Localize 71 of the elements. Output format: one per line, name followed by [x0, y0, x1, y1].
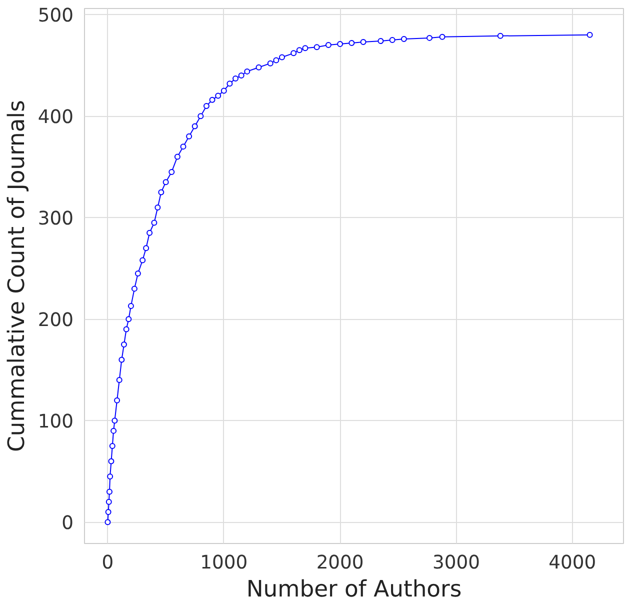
y-tick-label: 400	[38, 107, 74, 128]
point	[106, 498, 112, 505]
point	[586, 32, 593, 38]
y-tick-label: 0	[62, 513, 74, 534]
point	[107, 474, 114, 480]
point	[337, 41, 344, 48]
point	[244, 68, 250, 74]
point	[106, 488, 112, 495]
x-tick-label: 0	[102, 552, 114, 574]
point	[109, 443, 116, 450]
point	[126, 316, 132, 322]
point	[134, 270, 141, 276]
point	[220, 88, 227, 94]
point	[232, 76, 239, 82]
point	[497, 32, 504, 39]
point	[108, 458, 114, 464]
point	[146, 230, 153, 236]
point	[426, 34, 433, 41]
point	[154, 204, 161, 210]
point	[143, 245, 150, 252]
point	[131, 286, 138, 292]
point	[120, 342, 127, 348]
point	[302, 45, 308, 52]
point	[325, 42, 332, 48]
point	[314, 44, 320, 50]
point	[267, 60, 274, 66]
point	[174, 154, 180, 160]
point	[116, 377, 122, 384]
point	[162, 179, 169, 186]
point	[203, 102, 210, 109]
y-tick-label: 500	[38, 6, 74, 27]
point	[273, 57, 280, 64]
point	[104, 519, 111, 526]
point	[186, 133, 192, 140]
y-tick-label: 200	[38, 310, 74, 332]
point	[389, 36, 396, 43]
x-tick-label: 1000	[200, 552, 248, 574]
point	[151, 220, 158, 226]
point	[110, 428, 117, 434]
x-tick-label: 4000	[548, 552, 596, 574]
point	[192, 123, 198, 130]
point	[348, 40, 355, 46]
point	[105, 509, 112, 516]
point	[180, 144, 186, 150]
point	[158, 189, 164, 196]
point	[278, 54, 285, 60]
point	[238, 72, 244, 78]
y-tick-label: 300	[38, 208, 74, 230]
x-axis-title: Number of Authors	[246, 576, 462, 602]
point	[296, 47, 302, 54]
point	[400, 36, 407, 42]
point	[209, 96, 216, 103]
point	[114, 397, 120, 404]
point	[118, 356, 125, 363]
point	[226, 80, 233, 87]
point	[140, 257, 146, 264]
point	[378, 38, 384, 44]
point	[168, 168, 175, 175]
x-tick-label: 2000	[316, 552, 364, 574]
point	[215, 92, 222, 99]
point	[360, 39, 366, 45]
y-axis-title: Cummalative Count of Journals	[4, 100, 30, 452]
point	[123, 326, 130, 332]
x-tick-label: 3000	[432, 552, 480, 574]
point	[290, 50, 297, 56]
y-tick-label: 100	[38, 412, 74, 433]
point	[198, 113, 204, 120]
point	[112, 418, 118, 424]
point	[128, 302, 134, 309]
point	[439, 34, 446, 40]
point	[256, 64, 262, 70]
